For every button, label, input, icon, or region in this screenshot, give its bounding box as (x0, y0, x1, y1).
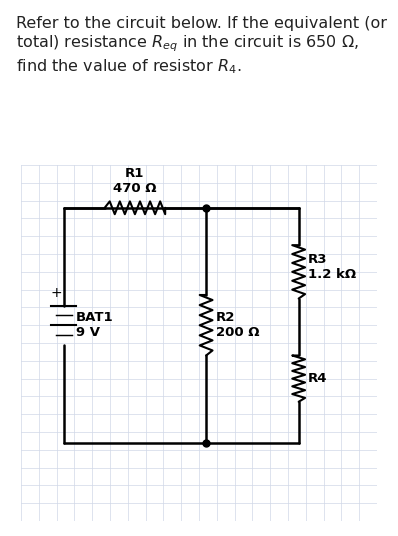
Text: R4: R4 (308, 372, 327, 385)
Text: BAT1
9 V: BAT1 9 V (76, 311, 114, 339)
Text: R2
200 Ω: R2 200 Ω (216, 311, 259, 339)
Text: R1
470 Ω: R1 470 Ω (113, 167, 157, 195)
Text: Refer to the circuit below. If the equivalent (or
total) resistance $R_{eq}$ in : Refer to the circuit below. If the equiv… (16, 16, 387, 76)
Text: R3
1.2 kΩ: R3 1.2 kΩ (308, 252, 356, 280)
Text: +: + (50, 286, 62, 300)
